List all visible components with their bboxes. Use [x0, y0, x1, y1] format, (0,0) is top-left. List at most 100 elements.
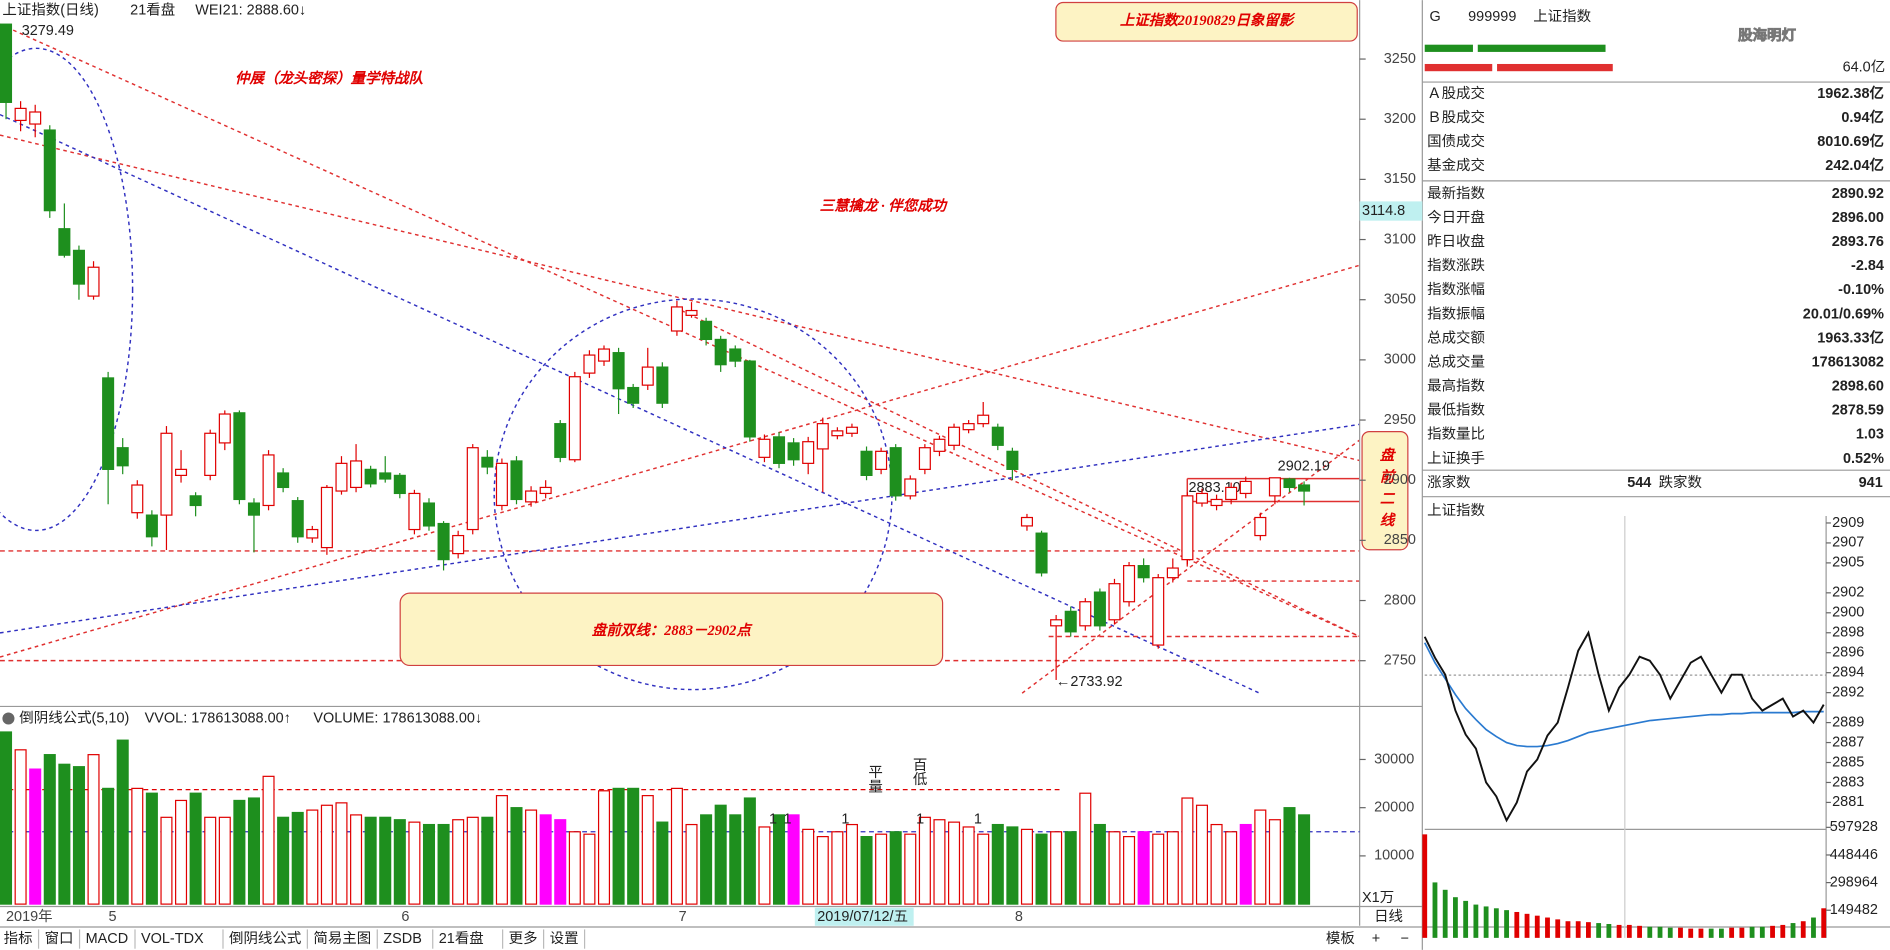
- candle-body: [583, 354, 596, 374]
- volume-bar: [1268, 819, 1281, 905]
- candle-body: [948, 426, 961, 446]
- candle-body: [802, 441, 815, 464]
- y-tick-label: 3150: [1384, 171, 1416, 187]
- tab[interactable]: +: [1372, 931, 1380, 947]
- slogan: 仲展（龙头密探）量学特战队: [235, 70, 423, 87]
- candle-body: [860, 450, 873, 476]
- candle-body: [758, 438, 771, 458]
- volume-bar: [408, 821, 421, 905]
- tab[interactable]: 更多: [509, 930, 538, 947]
- intraday-volume-bar: [1647, 926, 1653, 938]
- y-tick-label: 2750: [1384, 653, 1416, 669]
- candle-body: [175, 468, 188, 476]
- intraday-volume-bar: [1575, 921, 1581, 938]
- tab[interactable]: 倒阴线公式: [229, 930, 301, 947]
- intraday-volume-bar: [1770, 925, 1775, 938]
- volume-bar: [597, 790, 611, 905]
- volume-bar: [670, 787, 683, 905]
- volume-bar: [72, 766, 85, 905]
- info-label: 昨日收盘: [1427, 232, 1485, 250]
- slogan: 三慧擒龙 · 伴您成功: [820, 198, 949, 215]
- candle-body: [875, 450, 888, 470]
- y-tick-label: 2892: [1832, 684, 1864, 700]
- volume-bar: [466, 816, 479, 905]
- intraday-volume-bar: [1821, 908, 1827, 938]
- tab[interactable]: ZSDB: [383, 931, 422, 947]
- info-value: 242.04亿: [1825, 156, 1884, 174]
- candle-body: [1268, 477, 1281, 497]
- top-value: 64.0亿: [1843, 58, 1886, 75]
- intraday-volume-bar: [1432, 882, 1438, 938]
- intraday-volume-bar: [1596, 923, 1602, 938]
- candle-body: [131, 484, 144, 514]
- volume-bar: [904, 833, 917, 905]
- intraday-volume-bar: [1586, 922, 1591, 938]
- volume-bar: [218, 816, 231, 905]
- tab[interactable]: 指标: [4, 930, 33, 947]
- intraday-volume-bar: [1780, 924, 1786, 938]
- code: 999999: [1468, 9, 1516, 25]
- volume-bar: [437, 823, 450, 905]
- intraday-volume-bar: [1667, 927, 1673, 938]
- volume-bar: [568, 831, 581, 905]
- ratio-bar: [1477, 44, 1606, 52]
- volume-bar: [729, 814, 742, 905]
- tab[interactable]: 简易主图: [313, 930, 371, 947]
- candle-body: [1035, 532, 1048, 574]
- volume-bar: [583, 833, 596, 905]
- volume-bar: [1050, 831, 1063, 905]
- volume-bar: [948, 821, 961, 905]
- banner: 上证指数20190829日象留影: [1120, 12, 1296, 29]
- volume-bar: [175, 799, 188, 905]
- intraday-volume-bar: [1616, 924, 1622, 938]
- candle-body: [320, 486, 333, 549]
- y-tick-label: 20000: [1374, 799, 1414, 815]
- volume-bar: [554, 819, 567, 905]
- y-tick-label: 2950: [1384, 412, 1416, 428]
- volume-bar: [700, 814, 713, 905]
- volume-bar: [1298, 814, 1311, 905]
- info-value: 178613082: [1812, 354, 1884, 370]
- tab[interactable]: 设置: [550, 930, 579, 947]
- tab[interactable]: 模板: [1326, 929, 1355, 947]
- candle-body: [656, 366, 669, 404]
- info-label: 最低指数: [1427, 402, 1485, 419]
- volume-bar: [335, 802, 348, 905]
- volume-bar: [962, 826, 975, 905]
- intraday-volume-bar: [1678, 927, 1683, 938]
- info-value: -0.10%: [1838, 282, 1884, 298]
- info-value: 2878.59: [1832, 403, 1884, 419]
- intraday-volume-bar: [1626, 924, 1632, 938]
- chart-title: 上证指数(日线): [2, 2, 98, 19]
- y-tick-label: 2907: [1832, 535, 1864, 551]
- y-tick-label: 2900: [1384, 472, 1416, 488]
- candle-body: [991, 426, 1004, 446]
- intraday-volume-bar: [1483, 906, 1489, 938]
- candle-body: [58, 228, 71, 256]
- y-tick-label: 2883: [1832, 774, 1864, 790]
- volume-bar: [29, 768, 42, 905]
- tab[interactable]: 21看盘: [439, 929, 484, 947]
- tab[interactable]: 窗口: [45, 929, 74, 947]
- candle-body: [0, 23, 13, 103]
- tab[interactable]: VOL-TDX: [141, 931, 204, 947]
- volume-bar: [1152, 833, 1165, 905]
- intraday-volume-bar: [1688, 928, 1694, 938]
- breadth-value: 544: [1627, 475, 1651, 491]
- current-price-box: [1359, 201, 1423, 221]
- candle-body: [933, 438, 946, 452]
- candle-body: [364, 468, 377, 485]
- candle-body: [845, 426, 858, 434]
- volume-bar: [87, 754, 100, 905]
- info-value: 2898.60: [1832, 379, 1884, 395]
- breadth-value: 941: [1859, 475, 1883, 491]
- y-tick-label: 30000: [1374, 751, 1414, 767]
- info-label: 今日开盘: [1427, 208, 1485, 226]
- candle-body: [641, 366, 654, 386]
- volume-bar: [656, 821, 669, 905]
- candle-body: [816, 423, 829, 450]
- tab[interactable]: MACD: [86, 931, 129, 947]
- info-value: 2893.76: [1832, 234, 1884, 250]
- volume-bar: [43, 754, 56, 905]
- tab[interactable]: −: [1401, 931, 1409, 947]
